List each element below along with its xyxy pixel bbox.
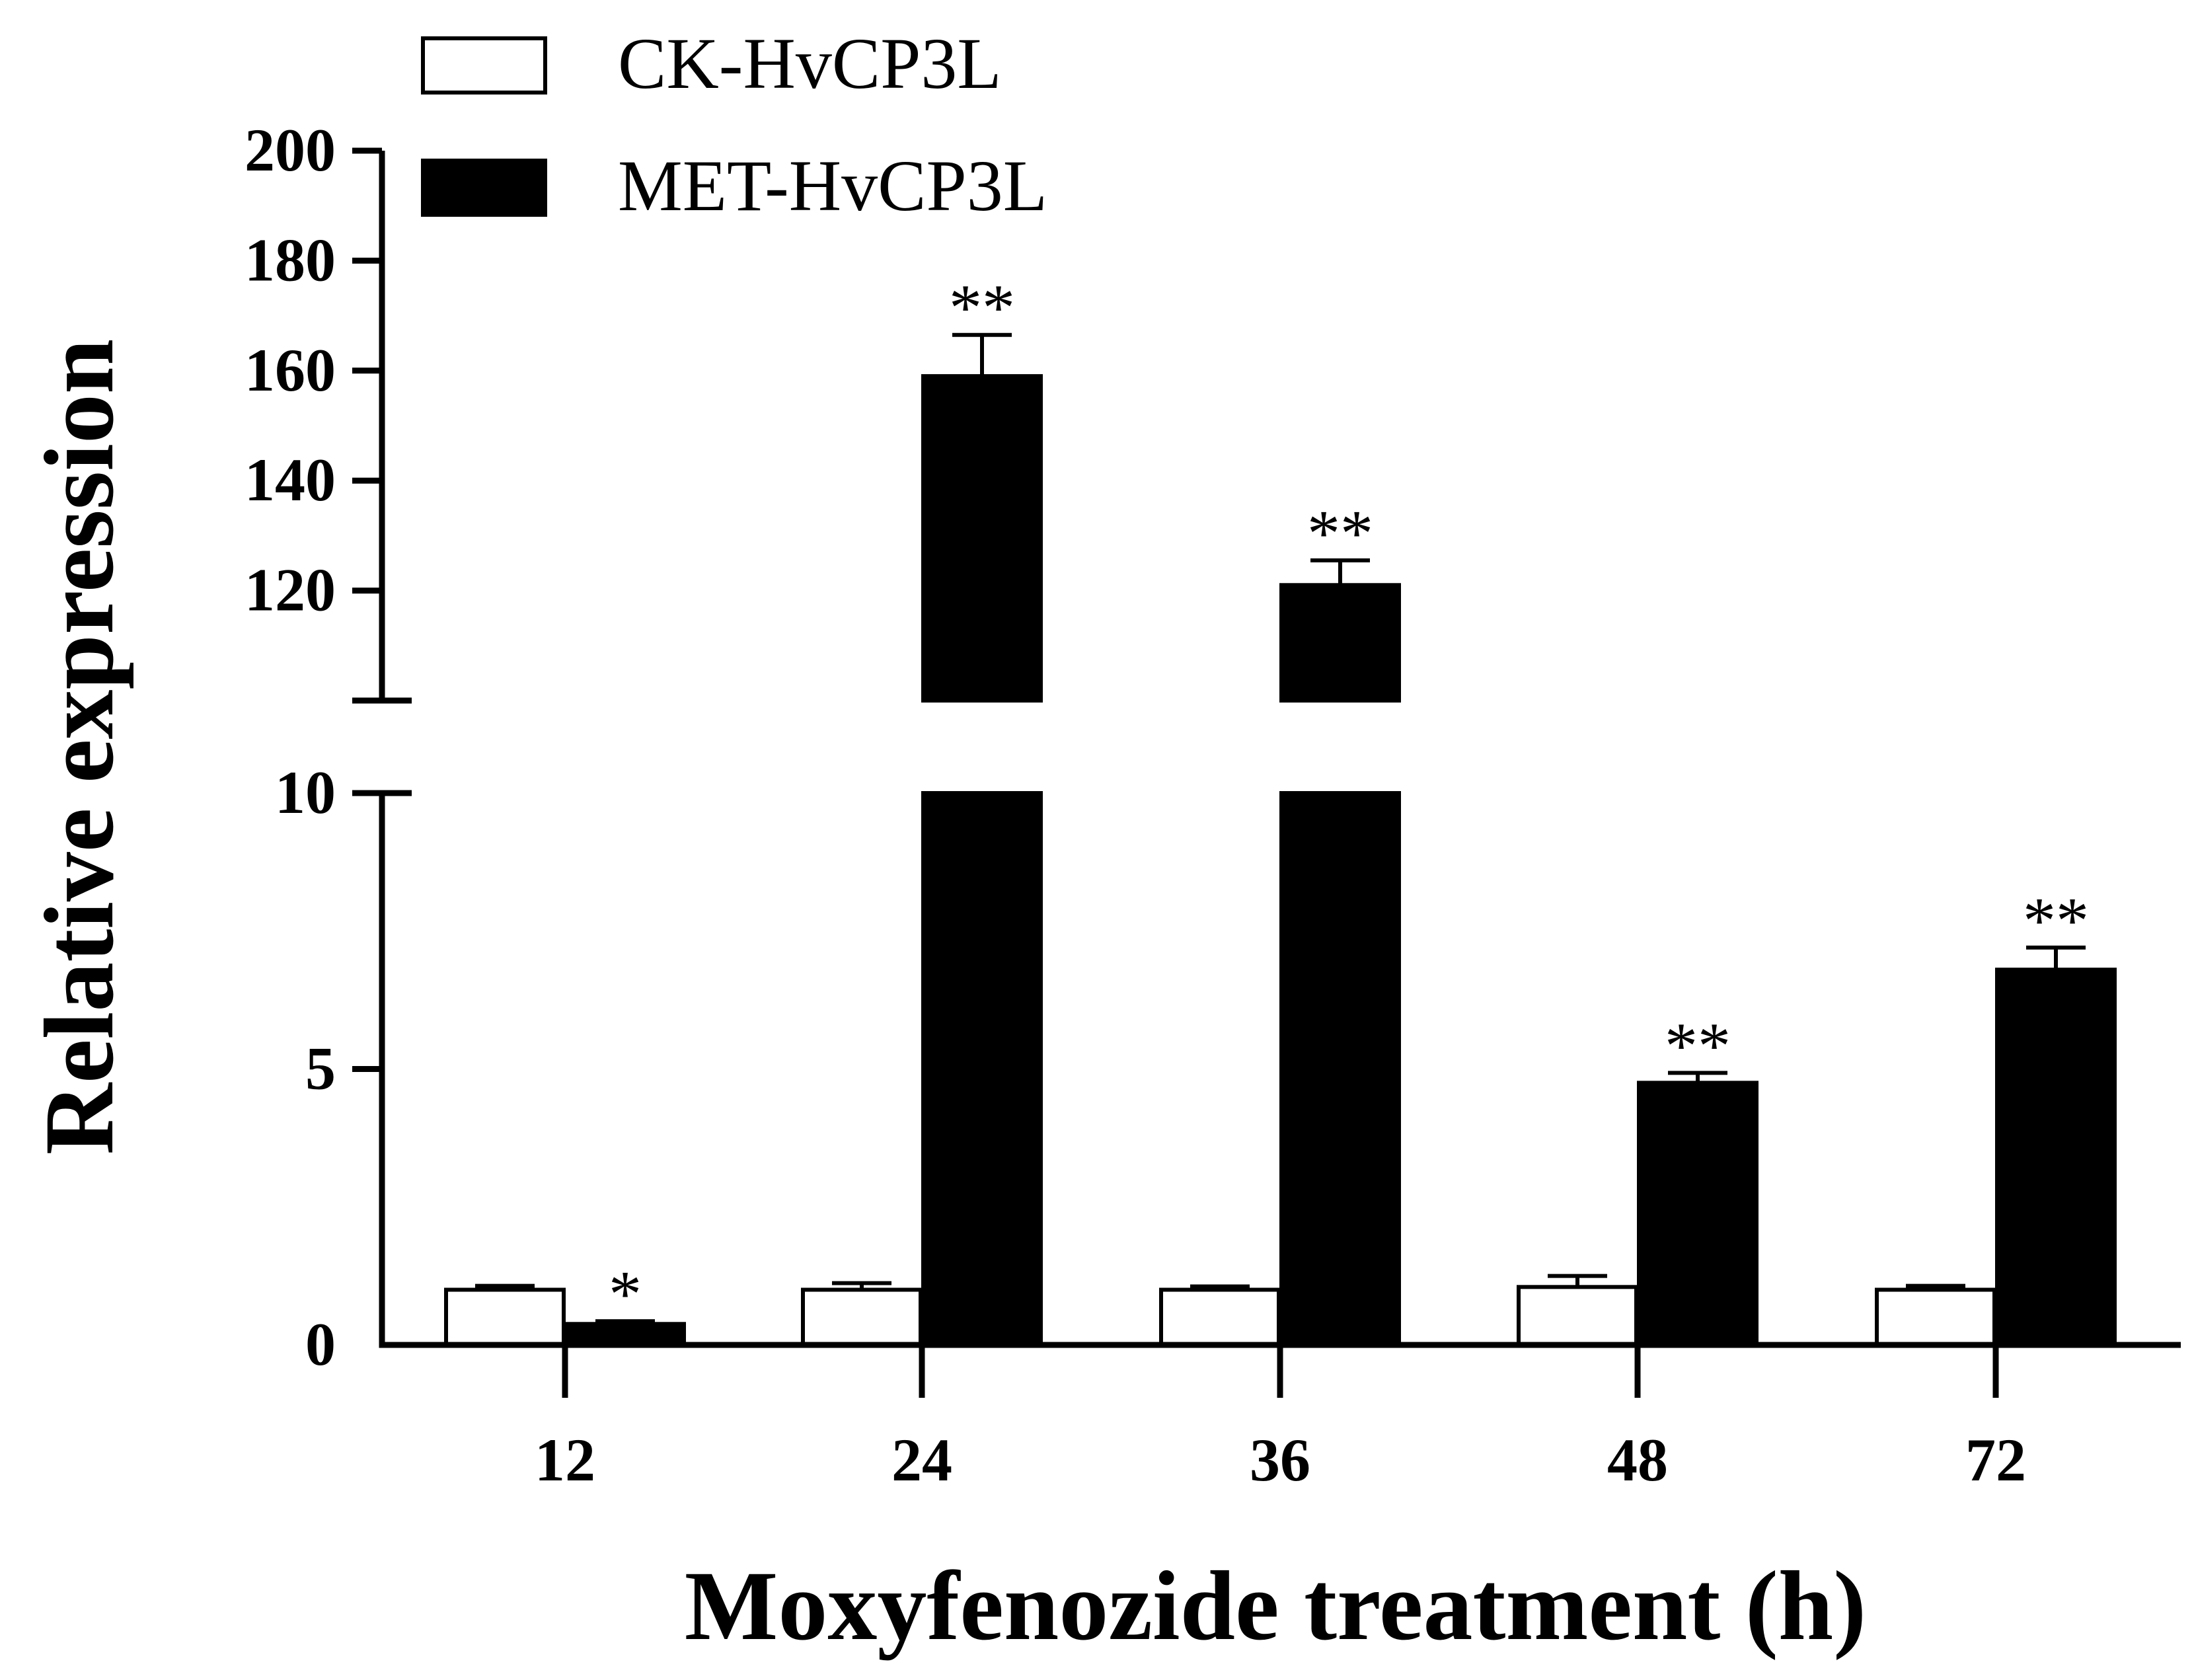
x-tick-label: 24 bbox=[891, 1426, 952, 1494]
legend-label: CK-HvCP3L bbox=[618, 23, 1002, 104]
y-tick-label: 200 bbox=[245, 116, 336, 184]
y-tick-label: 140 bbox=[245, 446, 336, 514]
y-tick-label: 160 bbox=[245, 336, 336, 404]
x-tick-label: 12 bbox=[535, 1426, 595, 1494]
bar bbox=[444, 1287, 566, 1347]
bar-lower-segment bbox=[921, 791, 1043, 1347]
significance-label: * bbox=[609, 1257, 642, 1330]
y-tick-label: 180 bbox=[245, 226, 336, 293]
y-tick-label: 120 bbox=[245, 556, 336, 624]
bar bbox=[1159, 1287, 1281, 1347]
x-tick-label: 36 bbox=[1250, 1426, 1310, 1494]
x-axis-label: Moxyfenozide treatment (h) bbox=[685, 1551, 1866, 1661]
bar bbox=[1875, 1287, 1996, 1347]
significance-label: ** bbox=[949, 271, 1015, 344]
legend-label: MET-HvCP3L bbox=[618, 145, 1047, 226]
y-tick-label: 0 bbox=[305, 1311, 336, 1378]
legend-swatch bbox=[421, 36, 547, 95]
bar bbox=[1637, 1081, 1759, 1347]
bar-upper-segment bbox=[921, 374, 1043, 703]
legend: CK-HvCP3L MET-HvCP3L bbox=[421, 23, 1047, 226]
y-tick-label: 10 bbox=[275, 759, 336, 826]
y-tick-label: 5 bbox=[305, 1035, 336, 1102]
bar bbox=[801, 1287, 923, 1347]
legend-swatch bbox=[421, 159, 547, 217]
x-axis: 12 24 36 48 72 bbox=[379, 1342, 2181, 1494]
significance-label: ** bbox=[1307, 496, 1373, 570]
y-axis-label: Relative expression bbox=[24, 339, 134, 1155]
bar bbox=[1517, 1285, 1638, 1347]
significance-label: ** bbox=[1665, 1009, 1731, 1082]
bars: ********* bbox=[444, 271, 2117, 1348]
x-tick-label: 72 bbox=[1965, 1426, 2026, 1494]
bar-lower-segment bbox=[1279, 791, 1401, 1347]
y-axis: 0 5 10 120 140 160 180 200 bbox=[245, 116, 412, 1378]
bar-upper-segment bbox=[1279, 583, 1401, 703]
bar bbox=[1995, 968, 2117, 1347]
x-tick-label: 48 bbox=[1607, 1426, 1668, 1494]
significance-label: ** bbox=[2023, 884, 2089, 957]
